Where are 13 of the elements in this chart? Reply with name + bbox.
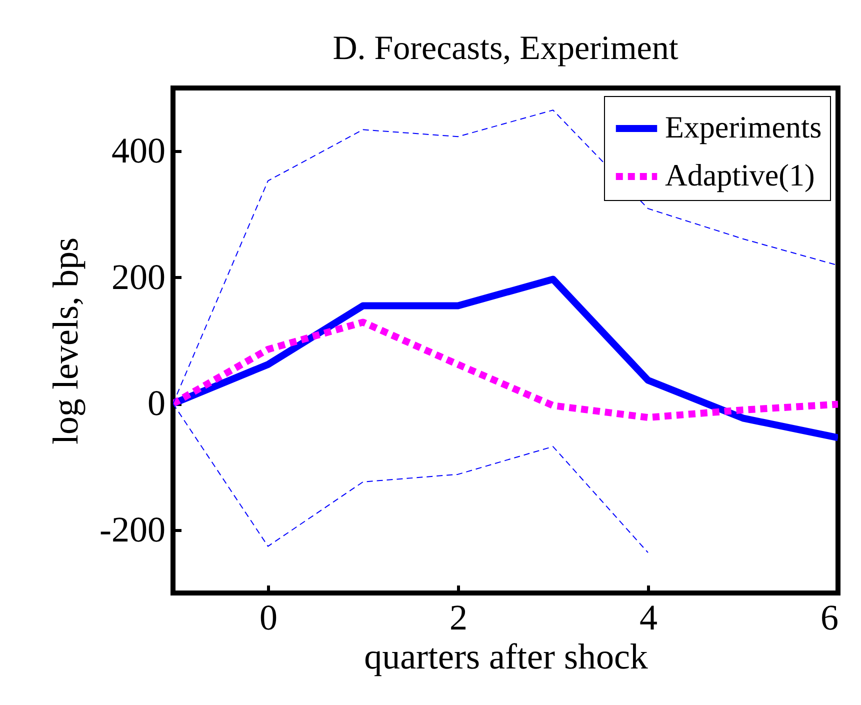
x-tick-label: 4 (640, 598, 658, 638)
x-tick-label: 6 (820, 598, 838, 638)
y-tick-label: -200 (100, 509, 166, 550)
y-tick-label: 200 (112, 256, 166, 297)
chart-title: D. Forecasts, Experiment (332, 30, 679, 67)
y-tick-label: 0 (148, 383, 166, 424)
legend-label: Experiments (665, 110, 822, 144)
x-tick-label: 0 (260, 598, 278, 638)
y-axis-title: log levels, bps (46, 238, 86, 444)
legend-label: Adaptive(1) (665, 158, 815, 192)
x-tick-label: 2 (450, 598, 468, 638)
x-axis-title: quarters after shock (364, 636, 648, 676)
y-tick-label: 400 (112, 130, 166, 171)
